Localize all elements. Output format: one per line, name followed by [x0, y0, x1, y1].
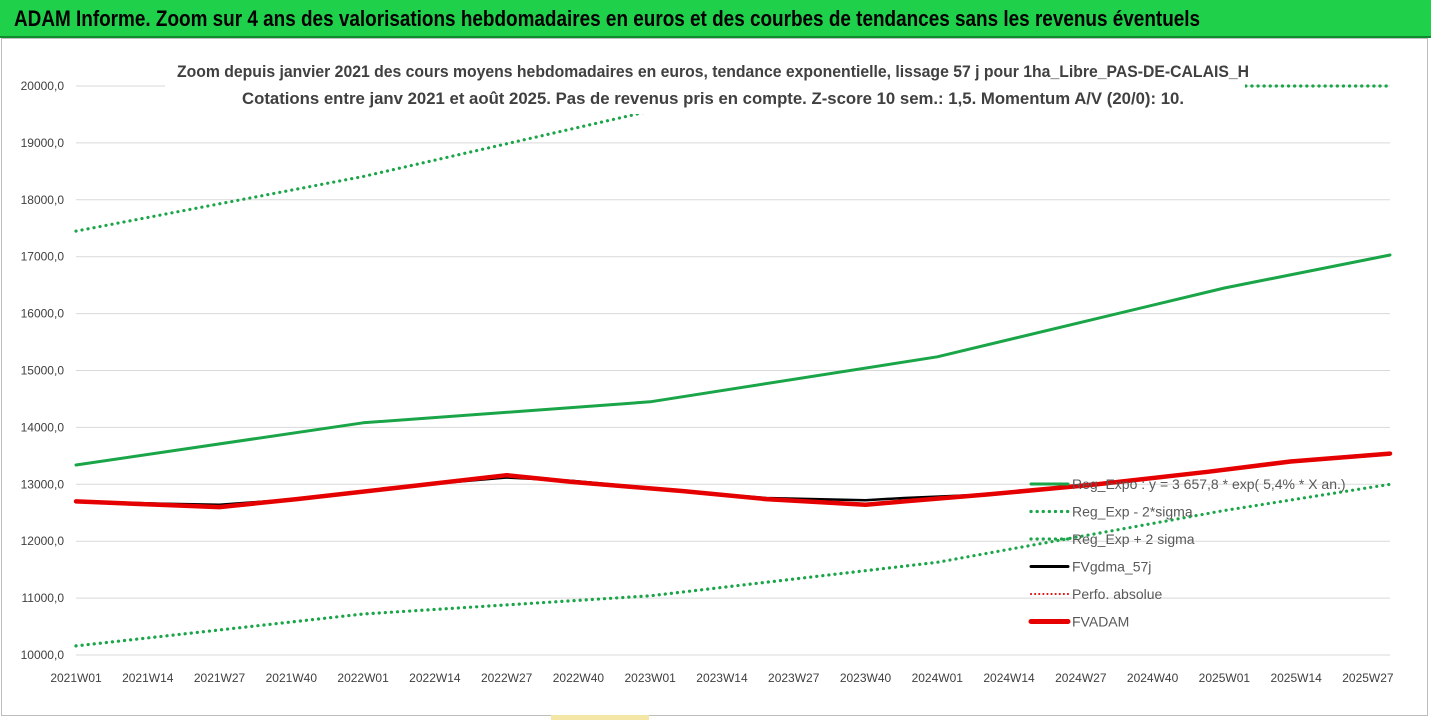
y-tick-label: 19000,0: [21, 136, 65, 150]
chart-svg: 10000,0 11000,0 12000,0 13000,0 14000,0 15000…: [21, 54, 1394, 685]
x-tick-label: 2024W01: [912, 671, 964, 685]
legend-label: FVgdma_57j: [1072, 559, 1151, 575]
x-tick-label: 2025W14: [1270, 671, 1322, 685]
report-title: ADAM Informe. Zoom sur 4 ans des valoris…: [14, 6, 1201, 31]
chart-title: Zoom depuis janvier 2021 des cours moyen…: [177, 62, 1249, 81]
legend-label: Reg_Expo : y = 3 657,8 * exp( 5,4% * X a…: [1072, 476, 1346, 492]
x-tick-label: 2024W14: [983, 671, 1035, 685]
x-tick-label: 2023W40: [840, 671, 892, 685]
x-tick-label: 2025W27: [1342, 671, 1394, 685]
x-tick-label: 2021W14: [122, 671, 174, 685]
x-tick-label: 2025W01: [1199, 671, 1251, 685]
x-tick-label: 2022W40: [553, 671, 605, 685]
x-tick-label: 2024W40: [1127, 671, 1179, 685]
y-tick-label: 13000,0: [21, 477, 65, 491]
x-tick-label: 2023W27: [768, 671, 820, 685]
x-tick-label: 2022W14: [409, 671, 461, 685]
legend-label: Reg_Exp + 2 sigma: [1072, 531, 1195, 547]
y-tick-label: 12000,0: [21, 534, 65, 548]
y-tick-label: 15000,0: [21, 364, 65, 378]
series-group: [73, 84, 1393, 648]
x-tick-label: 2022W01: [337, 671, 389, 685]
grid-lines: [76, 85, 1390, 656]
y-tick-label: 10000,0: [21, 648, 65, 662]
x-tick-label: 2021W40: [266, 671, 318, 685]
series-line: [75, 452, 1391, 509]
x-tick-label: 2022W27: [481, 671, 533, 685]
y-tick-label: 11000,0: [22, 591, 65, 605]
x-axis-ticks: 2021W01 2021W14 2021W27 2021W40 2022W01 2022W…: [50, 671, 1394, 685]
report-banner: ADAM Informe. Zoom sur 4 ans des valoris…: [0, 0, 1431, 38]
y-tick-label: 14000,0: [21, 420, 65, 434]
x-tick-label: 2021W01: [50, 671, 102, 685]
y-tick-label: 17000,0: [21, 250, 65, 264]
legend-label: Reg_Exp - 2*sigma: [1072, 504, 1193, 520]
x-tick-label: 2023W01: [624, 671, 676, 685]
x-tick-label: 2023W14: [696, 671, 748, 685]
chart-frame: 10000,0 11000,0 12000,0 13000,0 14000,0 15000…: [1, 38, 1428, 716]
y-tick-label: 20000,0: [21, 79, 65, 93]
legend: Reg_Expo : y = 3 657,8 * exp( 5,4% * X a…: [1028, 476, 1346, 630]
y-axis-ticks: 10000,0 11000,0 12000,0 13000,0 14000,0 15000…: [21, 79, 65, 662]
series-line: [74, 482, 1392, 648]
legend-label: FVADAM: [1072, 614, 1129, 630]
chart-titles: Zoom depuis janvier 2021 des cours moyen…: [165, 54, 1249, 114]
y-tick-label: 16000,0: [21, 307, 65, 321]
x-tick-label: 2024W27: [1055, 671, 1107, 685]
bottom-marker: [551, 715, 649, 720]
y-tick-label: 18000,0: [21, 193, 65, 207]
x-tick-label: 2021W27: [194, 671, 246, 685]
series-line: [74, 253, 1392, 467]
chart-subtitle: Cotations entre janv 2021 et août 2025. …: [242, 89, 1184, 108]
legend-label: Perfo. absolue: [1072, 586, 1162, 602]
